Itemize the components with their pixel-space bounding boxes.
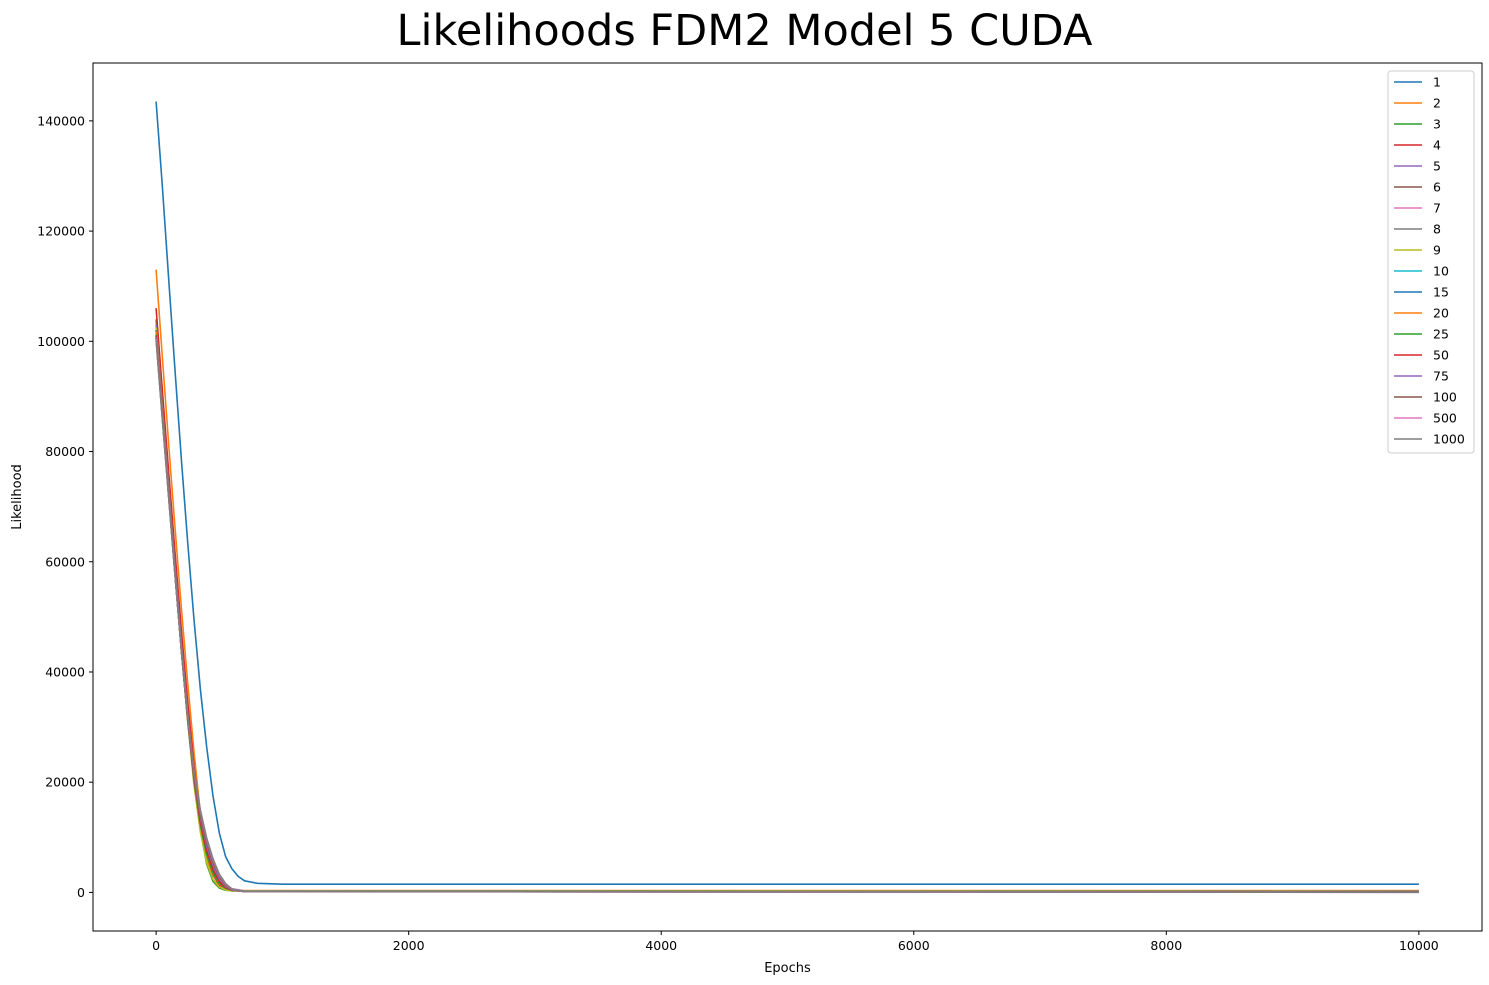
series-line-9 bbox=[155, 327, 1419, 892]
legend-label: 20 bbox=[1433, 306, 1449, 321]
x-axis: 0 2000 4000 6000 8000 10000 bbox=[152, 931, 1439, 953]
series-line-50 bbox=[155, 335, 1419, 893]
series-line-10 bbox=[155, 332, 1419, 893]
legend-label: 25 bbox=[1433, 327, 1449, 342]
x-tick-label: 6000 bbox=[898, 938, 930, 953]
series-line-75 bbox=[155, 336, 1419, 893]
legend-label: 500 bbox=[1433, 411, 1457, 426]
legend-label: 100 bbox=[1433, 390, 1457, 405]
chart-title: Likelihoods FDM2 Model 5 CUDA bbox=[397, 6, 1093, 56]
series-line-4 bbox=[155, 308, 1419, 892]
y-tick-label: 80000 bbox=[45, 444, 85, 459]
legend-label: 1 bbox=[1433, 75, 1441, 90]
legend-label: 75 bbox=[1433, 369, 1449, 384]
x-tick-label: 4000 bbox=[645, 938, 677, 953]
y-tick-label: 120000 bbox=[37, 224, 85, 239]
x-tick-label: 0 bbox=[152, 938, 160, 953]
y-axis: 0 20000 40000 60000 80000 100000 120000 140000 bbox=[37, 113, 93, 900]
legend-box bbox=[1387, 70, 1475, 454]
y-tick-label: 0 bbox=[77, 885, 85, 900]
legend-label: 4 bbox=[1433, 138, 1441, 153]
series-line-20 bbox=[155, 331, 1419, 893]
y-axis-label: Likelihood bbox=[10, 464, 25, 530]
legend-label: 6 bbox=[1433, 180, 1441, 195]
x-tick-label: 8000 bbox=[1150, 938, 1182, 953]
x-tick-label: 2000 bbox=[393, 938, 425, 953]
series-line-100 bbox=[155, 337, 1419, 893]
series-line-500 bbox=[155, 339, 1419, 894]
x-tick-label: 10000 bbox=[1399, 938, 1439, 953]
series-line-7 bbox=[155, 335, 1419, 892]
legend: 1 2 3 4 5 6 7 8 9 10 15 20 25 50 75 100 500 1000 bbox=[1387, 70, 1475, 454]
series-line-5 bbox=[155, 324, 1419, 892]
series-group bbox=[155, 101, 1419, 894]
legend-label: 50 bbox=[1433, 348, 1449, 363]
series-line-8 bbox=[155, 338, 1419, 893]
y-tick-label: 60000 bbox=[45, 554, 85, 569]
series-line-1000 bbox=[155, 340, 1419, 894]
x-axis-label: Epochs bbox=[764, 961, 811, 976]
legend-label: 8 bbox=[1433, 222, 1441, 237]
legend-label: 2 bbox=[1433, 96, 1441, 111]
plot-frame bbox=[92, 62, 1483, 932]
plot-area bbox=[92, 62, 1483, 932]
series-line-2 bbox=[155, 269, 1419, 892]
series-line-1 bbox=[155, 101, 1419, 885]
legend-label: 7 bbox=[1433, 201, 1441, 216]
legend-label: 1000 bbox=[1433, 432, 1465, 447]
series-line-25 bbox=[155, 334, 1419, 893]
y-tick-label: 20000 bbox=[45, 775, 85, 790]
legend-label: 10 bbox=[1433, 264, 1449, 279]
legend-label: 9 bbox=[1433, 243, 1441, 258]
y-tick-label: 140000 bbox=[37, 113, 85, 128]
y-tick-label: 100000 bbox=[37, 334, 85, 349]
y-tick-label: 40000 bbox=[45, 664, 85, 679]
series-line-3 bbox=[155, 319, 1419, 892]
legend-label: 15 bbox=[1433, 285, 1449, 300]
series-line-15 bbox=[155, 330, 1419, 893]
legend-label: 5 bbox=[1433, 159, 1441, 174]
series-line-6 bbox=[155, 330, 1419, 893]
legend-label: 3 bbox=[1433, 117, 1441, 132]
